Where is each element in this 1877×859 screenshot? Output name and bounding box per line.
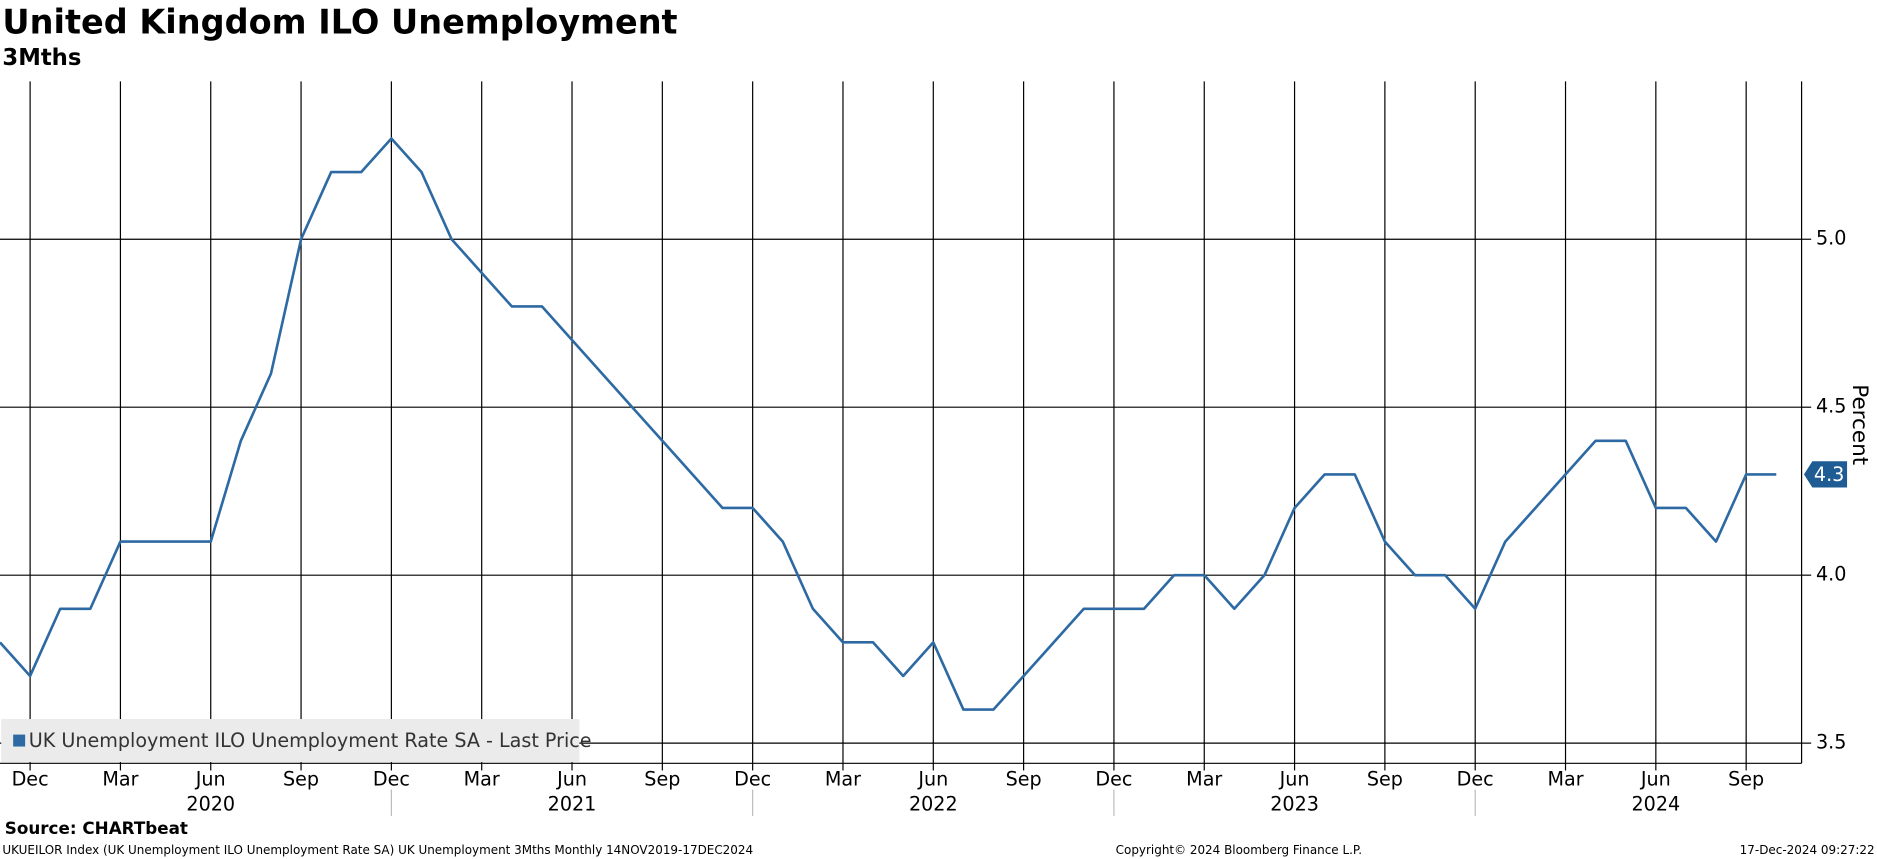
legend: UK Unemployment ILO Unemployment Rate SA… [1, 719, 592, 763]
year-label: 2022 [909, 793, 958, 816]
footer: UKUEILOR Index (UK Unemployment ILO Unem… [2, 843, 753, 857]
x-tick-label: Mar [464, 768, 500, 791]
x-tick-label: Dec [373, 768, 410, 791]
year-label: 2020 [186, 793, 235, 816]
x-tick-label: Dec [734, 768, 771, 791]
x-tick-label: Sep [283, 768, 319, 791]
x-tick-label: Sep [1006, 768, 1042, 791]
year-label: 2023 [1270, 793, 1319, 816]
y-axis-label: Percent [1847, 384, 1872, 465]
x-tick-label: Mar [1186, 768, 1222, 791]
x-tick-label: Dec [12, 768, 49, 791]
x-tick-label: Mar [825, 768, 861, 791]
last-value-tag [1803, 461, 1848, 488]
x-tick-label: Jun [556, 768, 587, 791]
x-tick-label: Jun [195, 768, 226, 791]
x-tick-label: Sep [1728, 768, 1764, 791]
copyright: Copyright© 2024 Bloomberg Finance L.P. [1116, 843, 1362, 857]
x-tick-label: Dec [1095, 768, 1132, 791]
chart-subtitle: 3Mths [2, 45, 81, 71]
x-tick-label: Jun [1279, 768, 1310, 791]
source: Source: CHARTbeat [5, 818, 188, 838]
y-tick-label: 3.5 [1816, 731, 1846, 754]
legend-swatch [13, 734, 26, 747]
year-label: 2024 [1631, 793, 1680, 816]
x-tick-label: Jun [1640, 768, 1671, 791]
last-value-label: 4.3 [1814, 463, 1844, 486]
y-tick-label: 4.0 [1816, 563, 1846, 586]
line-series [0, 137, 1777, 711]
x-tick-label: Sep [644, 768, 680, 791]
chart-title: United Kingdom ILO Unemployment [2, 2, 677, 41]
legend-background [1, 719, 580, 763]
x-tick-label: Dec [1457, 768, 1494, 791]
timestamp: 17-Dec-2024 09:27:22 [1740, 843, 1875, 857]
x-tick-label: Jun [917, 768, 948, 791]
y-tick-label: 5.0 [1816, 227, 1846, 250]
legend-label: UK Unemployment ILO Unemployment Rate SA… [29, 729, 592, 752]
x-tick-label: Mar [102, 768, 138, 791]
x-tick-label: Mar [1547, 768, 1583, 791]
y-tick-label: 4.5 [1816, 395, 1846, 418]
x-tick-label: Sep [1367, 768, 1403, 791]
year-label: 2021 [548, 793, 597, 816]
